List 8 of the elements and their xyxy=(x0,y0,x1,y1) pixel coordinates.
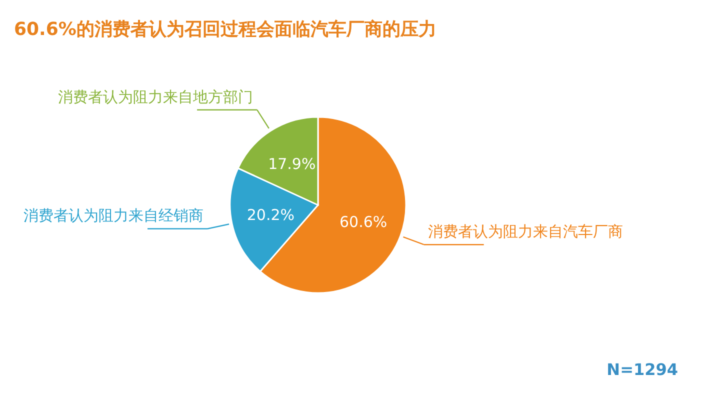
chart-title: 60.6%的消费者认为召回过程会面临汽车厂商的压力 xyxy=(14,19,436,40)
data-label: 17.9% xyxy=(268,155,316,174)
data-label: 60.6% xyxy=(340,212,388,231)
slice-label: 消费者认为阻力来自汽车厂商 xyxy=(428,222,623,241)
slice-label: 消费者认为阻力来自地方部门 xyxy=(58,88,254,106)
slice-label: 消费者认为阻力来自经销商 xyxy=(24,206,204,225)
data-label: 20.2% xyxy=(246,206,295,224)
text: N=1294 xyxy=(606,360,678,379)
